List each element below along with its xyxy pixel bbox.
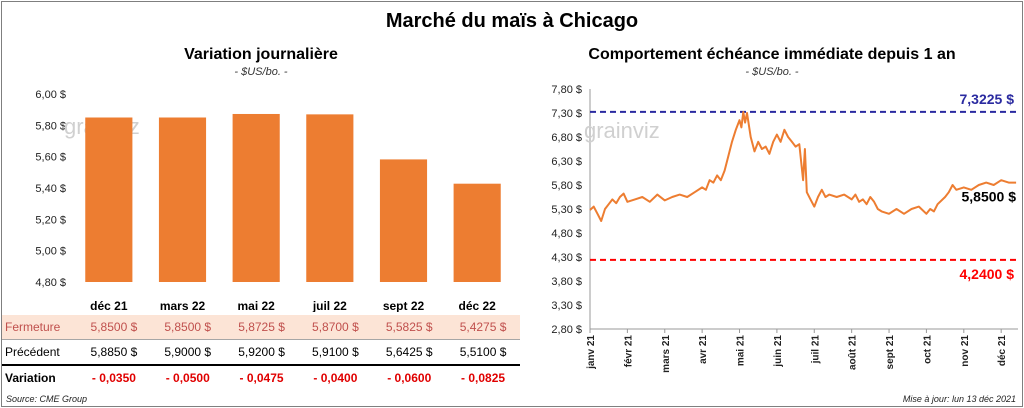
x-tick-label: sept 22: [383, 299, 425, 312]
x-tick-label: juil 22: [312, 299, 347, 312]
x-tick-label: juil 21: [810, 335, 821, 365]
x-tick-label: mai 22: [237, 299, 275, 312]
bar: [85, 117, 133, 282]
x-tick-label: sept 21: [885, 335, 896, 370]
y-tick-label: 3,80 $: [551, 276, 582, 288]
line-chart: 2,80 $ 3,30 $ 3,80 $ 4,30 $ 4,80 $ 5,30 $ 5,80…: [551, 84, 1018, 373]
x-tick-label: févr 21: [623, 335, 634, 368]
x-tick-label: oct 21: [922, 335, 933, 364]
y-tick-label: 5,60 $: [35, 152, 66, 164]
x-tick-label: mars 22: [160, 299, 206, 312]
low-label: 4,2400 $: [960, 266, 1015, 282]
x-tick-label: nov 21: [960, 335, 971, 367]
table-cell: 5,4275 $: [446, 315, 520, 340]
row-label: Fermeture: [2, 315, 77, 340]
bar: [306, 114, 354, 282]
left-subtitle: Variation journalière: [184, 46, 338, 63]
table-row-change: Variation - 0,0350 - 0,0500 - 0,0475 - 0…: [2, 365, 520, 390]
y-tick-label: 4,30 $: [551, 252, 582, 264]
watermark: grainviz: [584, 118, 660, 143]
update-note: Mise à jour: lun 13 déc 2021: [902, 394, 1016, 404]
high-label: 7,3225 $: [960, 91, 1015, 107]
y-tick-label: 7,30 $: [551, 108, 582, 120]
table-cell: - 0,0350: [91, 371, 136, 385]
table-cell: 5,8725 $: [224, 315, 299, 340]
y-tick-label: 5,80 $: [35, 120, 66, 132]
x-tick-label: avr 21: [698, 335, 709, 364]
y-tick-label: 4,80 $: [35, 277, 66, 289]
main-title: Marché du maïs à Chicago: [385, 10, 639, 32]
table-row-close: Fermeture 5,8500 $ 5,8500 $ 5,8725 $ 5,8…: [2, 315, 520, 340]
bar: [232, 113, 280, 282]
y-tick-label: 6,80 $: [551, 132, 582, 144]
x-tick-label: déc 21: [997, 335, 1008, 367]
y-tick-label: 5,30 $: [551, 204, 582, 216]
bar: [158, 117, 207, 282]
table-cell: 5,8500 $: [150, 315, 225, 340]
row-label: Précédent: [2, 339, 77, 366]
y-tick-label: 6,00 $: [35, 89, 66, 101]
x-tick-label: déc 22: [458, 299, 496, 312]
table-cell: 5,8850 $: [77, 339, 151, 366]
right-subtitle: Comportement échéance immédiate depuis 1…: [588, 46, 956, 63]
table-cell: - 0,0825: [461, 371, 506, 385]
table-row-previous: Précédent 5,8850 $ 5,9000 $ 5,9200 $ 5,9…: [2, 339, 520, 366]
y-tick-label: 7,80 $: [551, 84, 582, 96]
x-tick-label: mars 21: [661, 335, 672, 373]
left-units: - $US/bo. -: [234, 66, 288, 78]
table-cell: 5,9200 $: [224, 339, 299, 366]
source-note: Source: CME Group: [6, 394, 88, 404]
table-cell: 5,8700 $: [298, 315, 373, 340]
price-table: Fermeture 5,8500 $ 5,8500 $ 5,8725 $ 5,8…: [2, 315, 520, 390]
row-label: Variation: [5, 371, 56, 385]
y-tick-label: 3,30 $: [551, 300, 582, 312]
table-cell: 5,8500 $: [77, 315, 151, 340]
y-tick-label: 5,00 $: [35, 246, 66, 258]
table-cell: 5,5100 $: [446, 339, 520, 366]
table-cell: 5,9100 $: [298, 339, 373, 366]
y-tick-label: 6,30 $: [551, 156, 582, 168]
y-tick-label: 4,80 $: [551, 228, 582, 240]
x-tick-label: déc 21: [90, 299, 128, 312]
right-units: - $US/bo. -: [745, 66, 799, 78]
last-label: 5,8500 $: [962, 189, 1017, 205]
table-cell: - 0,0500: [165, 371, 210, 385]
table-cell: - 0,0475: [239, 371, 284, 385]
table-cell: 5,9000 $: [150, 339, 225, 366]
table-cell: - 0,0400: [313, 371, 358, 385]
x-tick-label: janv 21: [586, 335, 597, 370]
bar-chart: 4,80 $ 5,00 $ 5,20 $ 5,40 $ 5,60 $ 5,80 $ 6,00…: [35, 89, 501, 312]
bar: [379, 159, 428, 282]
table-cell: - 0,0600: [387, 371, 432, 385]
x-tick-label: août 21: [848, 335, 859, 370]
y-tick-label: 5,80 $: [551, 180, 582, 192]
x-tick-label: mai 21: [736, 335, 747, 367]
x-tick-label: juin 21: [773, 335, 784, 368]
table-cell: 5,6425 $: [372, 339, 447, 366]
price-line: [589, 111, 1017, 222]
table-cell: 5,5825 $: [372, 315, 447, 340]
y-tick-label: 5,40 $: [35, 183, 66, 195]
y-tick-label: 2,80 $: [551, 324, 582, 336]
y-tick-label: 5,20 $: [35, 214, 66, 226]
bar: [453, 183, 501, 282]
